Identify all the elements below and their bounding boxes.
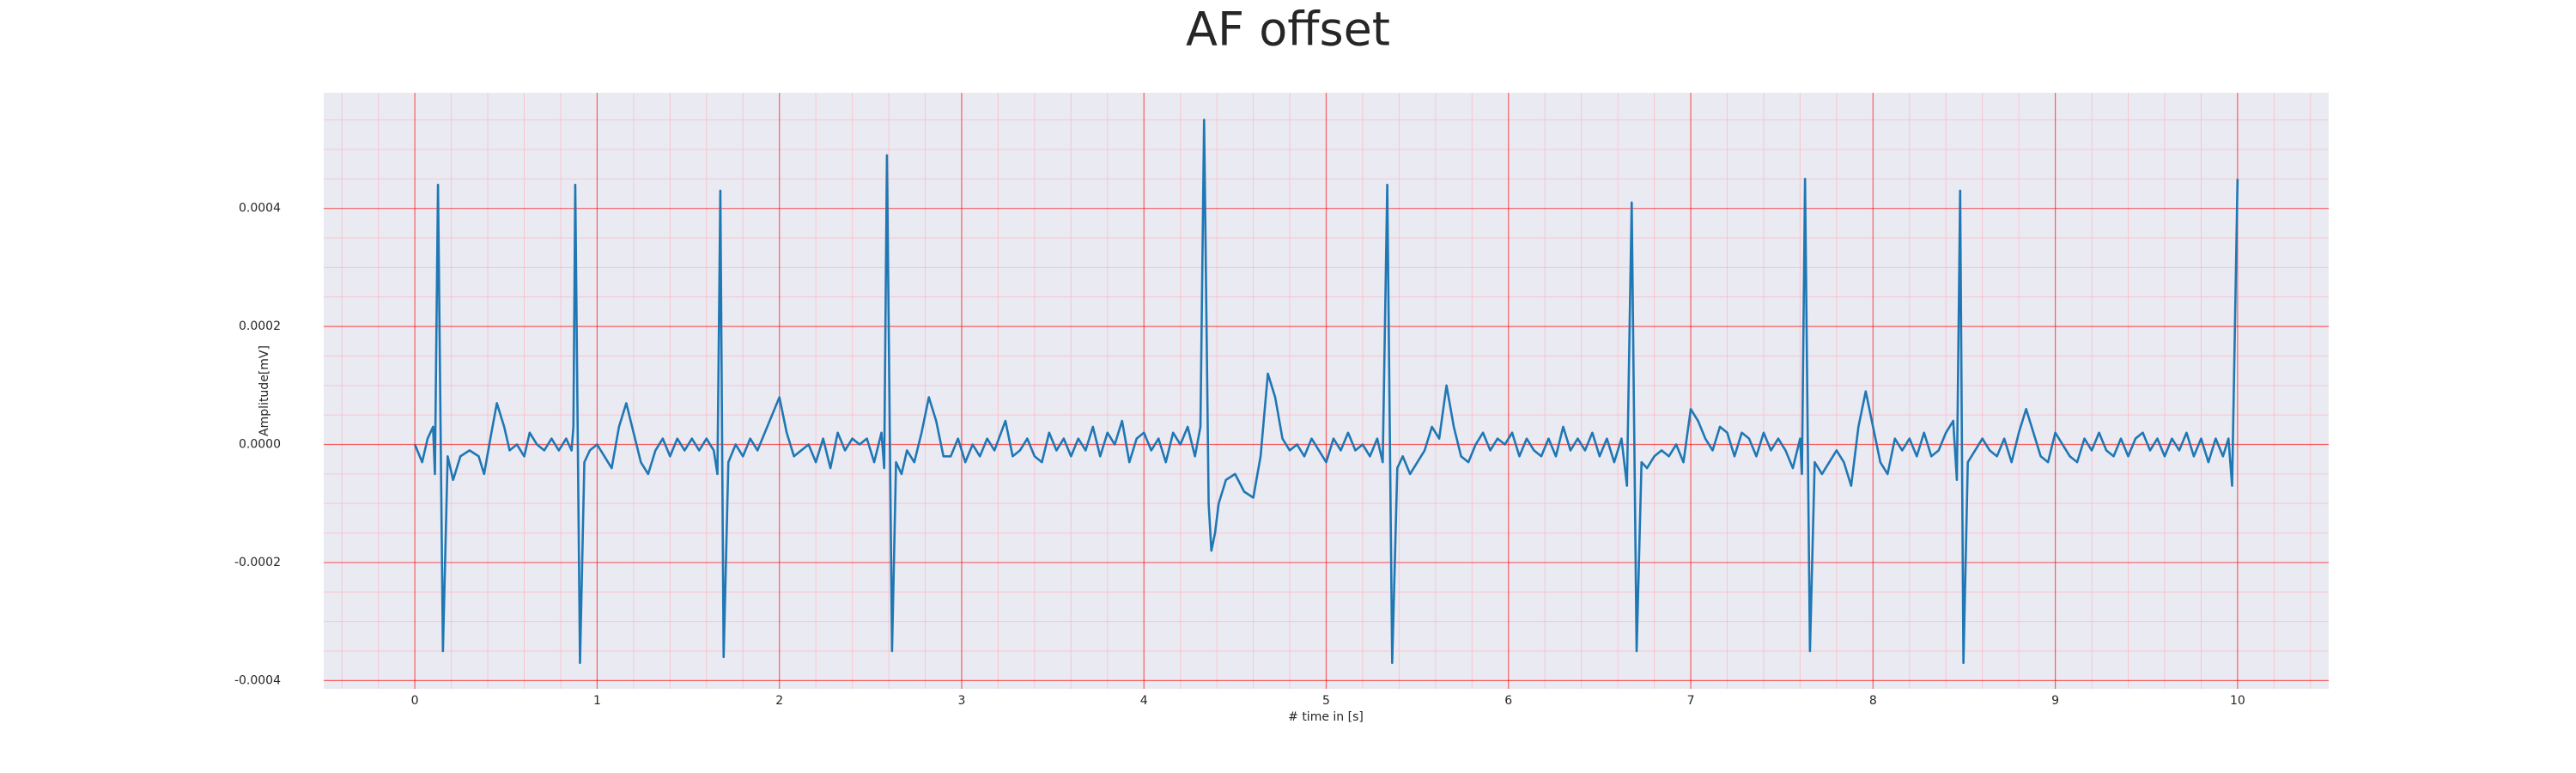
x-tick-label: 10 (2230, 694, 2245, 708)
x-tick-label: 8 (1869, 694, 1877, 708)
y-tick-label: -0.0004 (234, 673, 281, 687)
x-tick-label: 9 (2051, 694, 2059, 708)
x-tick-label: 3 (957, 694, 965, 708)
x-tick-label: 2 (775, 694, 783, 708)
y-tick-label: 0.0000 (239, 438, 281, 452)
signal-line (413, 119, 2239, 665)
x-tick-label: 4 (1140, 694, 1148, 708)
x-tick-label: 5 (1322, 694, 1330, 708)
x-tick-label: 6 (1504, 694, 1512, 708)
x-tick-label: 1 (593, 694, 601, 708)
y-tick-label: -0.0002 (234, 556, 281, 569)
x-tick-label: 0 (411, 694, 419, 708)
chart-title: AF offset (1186, 3, 1390, 57)
y-tick-label: 0.0004 (239, 202, 281, 216)
x-tick-label: 7 (1687, 694, 1695, 708)
y-axis-label: Amplitude[mV] (258, 345, 271, 436)
y-tick-label: 0.0002 (239, 320, 281, 333)
x-axis-label: # time in [s] (1288, 710, 1364, 724)
